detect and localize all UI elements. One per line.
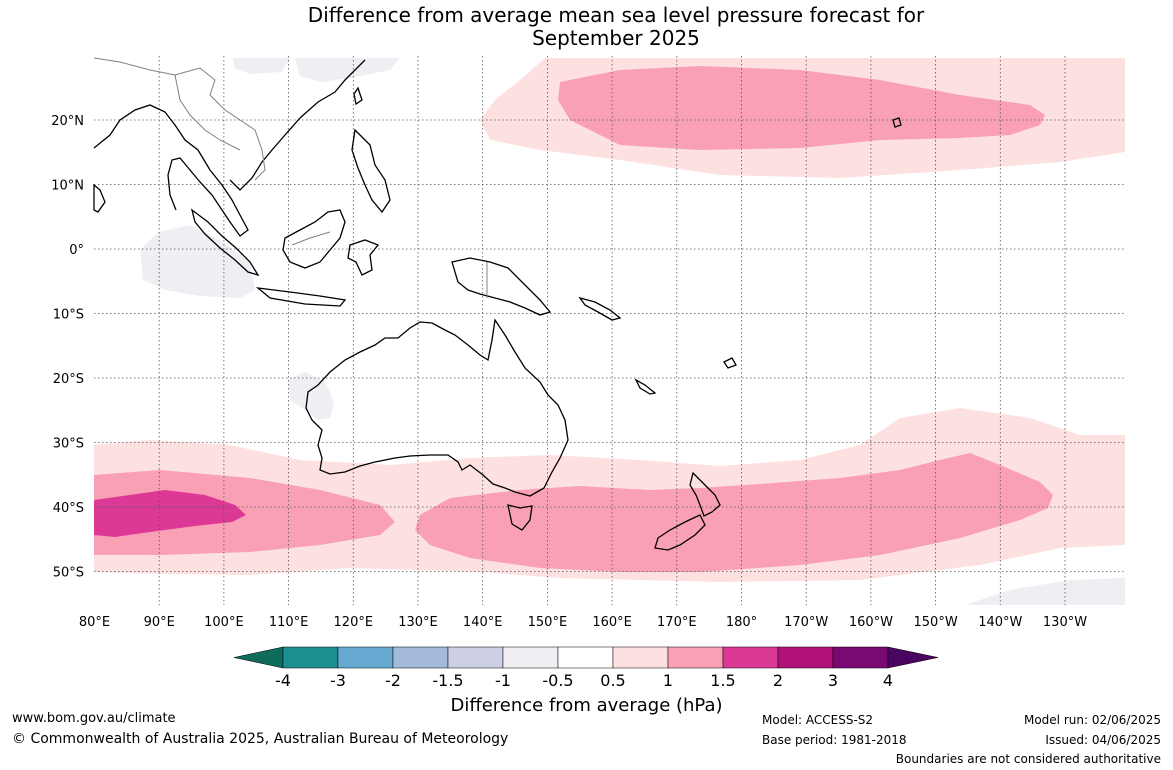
colorbar-extend-low <box>233 646 284 669</box>
coastline-new-caledonia <box>634 378 657 395</box>
border-mainland-asia <box>93 57 266 181</box>
latitude-label: 40°S <box>53 501 84 516</box>
coastline-taiwan <box>353 86 363 106</box>
colorbar-bin <box>447 646 504 669</box>
footer-base-period: Base period: 1981-2018 <box>762 733 907 747</box>
footer-model-run: Model run: 02/06/2025 <box>1023 713 1161 727</box>
colorbar-tick-label: -4 <box>275 671 291 690</box>
longitude-label: 150°E <box>528 615 568 630</box>
longitude-label: 80°E <box>79 615 110 630</box>
border-borneo <box>291 231 331 246</box>
longitude-labels: 80°E 90°E 100°E 110°E 120°E 130°E 140°E 150°E 16… <box>79 615 1087 630</box>
colorbar-tick-label: -2 <box>385 671 401 690</box>
colorbar-tick-label: -3 <box>330 671 346 690</box>
colorbar-tick-label: 0.5 <box>600 671 626 690</box>
colorbar-tick-label: -0.5 <box>542 671 574 690</box>
anomaly-region-wa-negative <box>288 372 334 420</box>
colorbar-bin <box>722 646 779 669</box>
footer-model: Model: ACCESS-S2 <box>762 713 874 727</box>
coastline-se-asia <box>93 59 366 237</box>
latitude-label: 50°S <box>53 566 84 581</box>
colorbar-bin <box>612 646 669 669</box>
colorbar-bin <box>392 646 449 669</box>
latitude-label: 10°S <box>53 308 84 323</box>
coastline-sri-lanka <box>93 183 106 213</box>
latitude-label: 30°S <box>53 437 84 452</box>
longitude-label: 100°E <box>204 615 244 630</box>
longitude-label: 150°W <box>914 615 958 630</box>
colorbar-bin <box>502 646 559 669</box>
coastline-sumatra <box>190 208 260 277</box>
colorbar-bin <box>282 646 339 669</box>
longitude-label: 170°W <box>784 615 828 630</box>
longitude-label: 180° <box>726 615 757 630</box>
colorbar-tick-label: -1.5 <box>432 671 464 690</box>
latitude-label: 10°N <box>51 179 84 194</box>
coastlines <box>93 59 902 551</box>
coastline-solomon-islands <box>578 296 622 321</box>
coastline-nz-south <box>654 514 706 551</box>
colorbar-bin <box>832 646 889 669</box>
colorbar-bin <box>557 646 614 669</box>
anomaly-region-south-east-negative <box>965 578 1125 605</box>
colorbar-bin <box>777 646 834 669</box>
longitude-label: 90°E <box>144 615 175 630</box>
coastline-sulawesi <box>347 239 380 276</box>
longitude-label: 110°E <box>269 615 309 630</box>
coastline-new-guinea <box>451 257 552 316</box>
latitude-label: 20°S <box>53 372 84 387</box>
latitude-labels: 20°N 10°N 0° 10°S 20°S 30°S 40°S 50°S <box>51 114 84 581</box>
colorbar-tick-label: 1 <box>662 671 674 690</box>
anomaly-regions <box>94 58 1125 605</box>
colorbar-tick-label: 2 <box>772 671 784 690</box>
footer-copyright: © Commonwealth of Australia 2025, Austra… <box>12 731 509 747</box>
longitude-label: 140°W <box>978 615 1022 630</box>
colorbar-extend-high <box>887 646 939 669</box>
longitude-label: 130°E <box>398 615 438 630</box>
colorbar-title: Difference from average (hPa) <box>450 695 723 716</box>
coastline-hawaii <box>892 117 902 128</box>
colorbar <box>233 646 939 669</box>
longitude-label: 160°W <box>849 615 893 630</box>
longitude-label: 140°E <box>463 615 503 630</box>
longitude-label: 130°W <box>1043 615 1087 630</box>
longitude-label: 160°E <box>592 615 632 630</box>
coastline-philippines <box>351 128 391 214</box>
anomaly-region-south-east-medium <box>415 453 1053 572</box>
colorbar-bin <box>667 646 724 669</box>
map-title: Difference from average mean sea level p… <box>0 4 1173 50</box>
footer-issued: Issued: 04/06/2025 <box>1045 733 1161 747</box>
anomaly-region-north-medium <box>558 66 1045 150</box>
country-borders <box>93 57 488 298</box>
longitude-label: 170°E <box>657 615 697 630</box>
coastline-borneo <box>282 209 346 269</box>
latitude-label: 20°N <box>51 114 84 129</box>
graticule <box>94 56 1125 605</box>
anomaly-region-equatorial-negative <box>140 225 255 298</box>
coastline-java <box>255 287 347 307</box>
colorbar-tick-label: 3 <box>827 671 839 690</box>
colorbar-bin <box>337 646 394 669</box>
anomaly-region-south-west-strong <box>94 490 246 537</box>
coastline-nz-north <box>689 471 721 517</box>
colorbar-tick-label: -1 <box>495 671 511 690</box>
colorbar-tick-label: 4 <box>882 671 894 690</box>
coastline-tasmania <box>507 504 533 531</box>
longitude-label: 120°E <box>334 615 374 630</box>
footer-boundaries-note: Boundaries are not considered authoritat… <box>895 752 1161 766</box>
anomaly-region-north-negative-2 <box>295 58 400 82</box>
latitude-label: 0° <box>69 243 84 258</box>
anomaly-region-north-negative-1 <box>233 58 290 74</box>
map-title-line2: September 2025 <box>532 26 700 50</box>
colorbar-tick-label: 1.5 <box>710 671 736 690</box>
map-title-line1: Difference from average mean sea level p… <box>307 3 925 27</box>
footer-url[interactable]: www.bom.gov.au/climate <box>12 711 176 726</box>
coastline-fiji <box>723 357 737 369</box>
coastline-australia <box>305 318 569 497</box>
